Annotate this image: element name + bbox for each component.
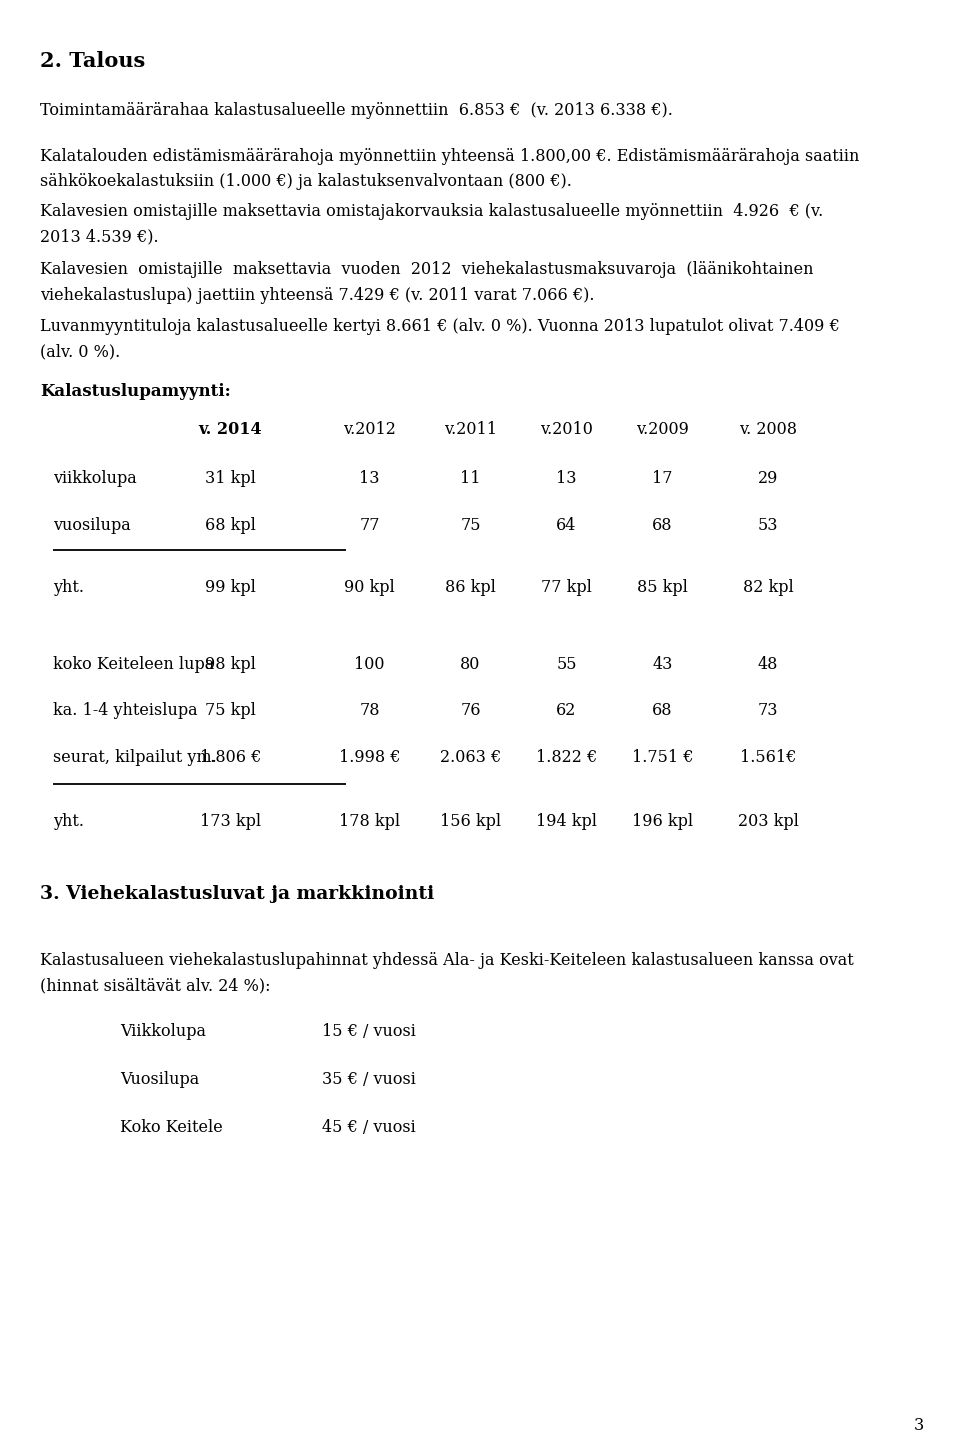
Text: vuosilupa: vuosilupa bbox=[53, 517, 131, 534]
Text: Toimintamäärärahaa kalastusalueelle myönnettiin  6.853 €  (v. 2013 6.338 €).: Toimintamäärärahaa kalastusalueelle myön… bbox=[40, 102, 673, 119]
Text: 98 kpl: 98 kpl bbox=[205, 656, 255, 673]
Text: 178 kpl: 178 kpl bbox=[339, 813, 400, 830]
Text: Kalavesien  omistajille  maksettavia  vuoden  2012  viehekalastusmaksuvaroja  (l: Kalavesien omistajille maksettavia vuode… bbox=[40, 261, 814, 279]
Text: Kalatalouden edistämismäärärahoja myönnettiin yhteensä 1.800,00 €. Edistämismäär: Kalatalouden edistämismäärärahoja myönne… bbox=[40, 148, 860, 165]
Text: 35 € / vuosi: 35 € / vuosi bbox=[322, 1071, 416, 1088]
Text: 55: 55 bbox=[556, 656, 577, 673]
Text: seurat, kilpailut ym.: seurat, kilpailut ym. bbox=[53, 749, 217, 766]
Text: 13: 13 bbox=[359, 470, 380, 488]
Text: v. 2008: v. 2008 bbox=[739, 421, 797, 438]
Text: Viikkolupa: Viikkolupa bbox=[120, 1023, 206, 1040]
Text: Kalavesien omistajille maksettavia omistajakorvauksia kalastusalueelle myönnetti: Kalavesien omistajille maksettavia omist… bbox=[40, 203, 824, 221]
Text: 31 kpl: 31 kpl bbox=[205, 470, 255, 488]
Text: 78: 78 bbox=[359, 702, 380, 720]
Text: 90 kpl: 90 kpl bbox=[345, 579, 395, 596]
Text: 76: 76 bbox=[460, 702, 481, 720]
Text: sähkökoekalastuksiin (1.000 €) ja kalastuksenvalvontaan (800 €).: sähkökoekalastuksiin (1.000 €) ja kalast… bbox=[40, 173, 572, 190]
Text: yht.: yht. bbox=[53, 813, 84, 830]
Text: viikkolupa: viikkolupa bbox=[53, 470, 136, 488]
Text: 1.561€: 1.561€ bbox=[740, 749, 796, 766]
Text: (alv. 0 %).: (alv. 0 %). bbox=[40, 342, 121, 360]
Text: Luvanmyyntituloja kalastusalueelle kertyi 8.661 € (alv. 0 %). Vuonna 2013 lupatu: Luvanmyyntituloja kalastusalueelle kerty… bbox=[40, 318, 840, 335]
Text: 68: 68 bbox=[652, 517, 673, 534]
Text: 3. Viehekalastusluvat ja markkinointi: 3. Viehekalastusluvat ja markkinointi bbox=[40, 885, 435, 903]
Text: 68 kpl: 68 kpl bbox=[205, 517, 255, 534]
Text: 82 kpl: 82 kpl bbox=[743, 579, 793, 596]
Text: 1.806 €: 1.806 € bbox=[200, 749, 261, 766]
Text: v.2011: v.2011 bbox=[444, 421, 497, 438]
Text: viehekalastuslupa) jaettiin yhteensä 7.429 € (v. 2011 varat 7.066 €).: viehekalastuslupa) jaettiin yhteensä 7.4… bbox=[40, 287, 595, 303]
Text: 1.751 €: 1.751 € bbox=[632, 749, 693, 766]
Text: 1.998 €: 1.998 € bbox=[339, 749, 400, 766]
Text: 15 € / vuosi: 15 € / vuosi bbox=[322, 1023, 416, 1040]
Text: 17: 17 bbox=[652, 470, 673, 488]
Text: v.2012: v.2012 bbox=[343, 421, 396, 438]
Text: 194 kpl: 194 kpl bbox=[536, 813, 597, 830]
Text: v.2010: v.2010 bbox=[540, 421, 593, 438]
Text: 75: 75 bbox=[460, 517, 481, 534]
Text: 2.063 €: 2.063 € bbox=[440, 749, 501, 766]
Text: Kalastusalueen viehekalastuslupahinnat yhdessä Ala- ja Keski-Keiteleen kalastusa: Kalastusalueen viehekalastuslupahinnat y… bbox=[40, 952, 854, 969]
Text: 2013 4.539 €).: 2013 4.539 €). bbox=[40, 229, 159, 245]
Text: Koko Keitele: Koko Keitele bbox=[120, 1119, 223, 1136]
Text: 1.822 €: 1.822 € bbox=[536, 749, 597, 766]
Text: 43: 43 bbox=[652, 656, 673, 673]
Text: 196 kpl: 196 kpl bbox=[632, 813, 693, 830]
Text: ka. 1-4 yhteislupa: ka. 1-4 yhteislupa bbox=[53, 702, 198, 720]
Text: 11: 11 bbox=[460, 470, 481, 488]
Text: v. 2014: v. 2014 bbox=[199, 421, 262, 438]
Text: 64: 64 bbox=[556, 517, 577, 534]
Text: 85 kpl: 85 kpl bbox=[637, 579, 687, 596]
Text: 203 kpl: 203 kpl bbox=[737, 813, 799, 830]
Text: 68: 68 bbox=[652, 702, 673, 720]
Text: 86 kpl: 86 kpl bbox=[445, 579, 495, 596]
Text: (hinnat sisältävät alv. 24 %):: (hinnat sisältävät alv. 24 %): bbox=[40, 978, 271, 994]
Text: 53: 53 bbox=[757, 517, 779, 534]
Text: 99 kpl: 99 kpl bbox=[205, 579, 255, 596]
Text: 73: 73 bbox=[757, 702, 779, 720]
Text: Kalastuslupamyynti:: Kalastuslupamyynti: bbox=[40, 383, 231, 400]
Text: v.2009: v.2009 bbox=[636, 421, 689, 438]
Text: 48: 48 bbox=[757, 656, 779, 673]
Text: 13: 13 bbox=[556, 470, 577, 488]
Text: 29: 29 bbox=[757, 470, 779, 488]
Text: koko Keiteleen lupa: koko Keiteleen lupa bbox=[53, 656, 214, 673]
Text: 173 kpl: 173 kpl bbox=[200, 813, 261, 830]
Text: yht.: yht. bbox=[53, 579, 84, 596]
Text: 3: 3 bbox=[913, 1416, 924, 1434]
Text: 2. Talous: 2. Talous bbox=[40, 51, 146, 71]
Text: 45 € / vuosi: 45 € / vuosi bbox=[322, 1119, 416, 1136]
Text: 100: 100 bbox=[354, 656, 385, 673]
Text: 62: 62 bbox=[556, 702, 577, 720]
Text: 156 kpl: 156 kpl bbox=[440, 813, 501, 830]
Text: 77 kpl: 77 kpl bbox=[541, 579, 591, 596]
Text: 80: 80 bbox=[460, 656, 481, 673]
Text: 77: 77 bbox=[359, 517, 380, 534]
Text: Vuosilupa: Vuosilupa bbox=[120, 1071, 200, 1088]
Text: 75 kpl: 75 kpl bbox=[205, 702, 255, 720]
